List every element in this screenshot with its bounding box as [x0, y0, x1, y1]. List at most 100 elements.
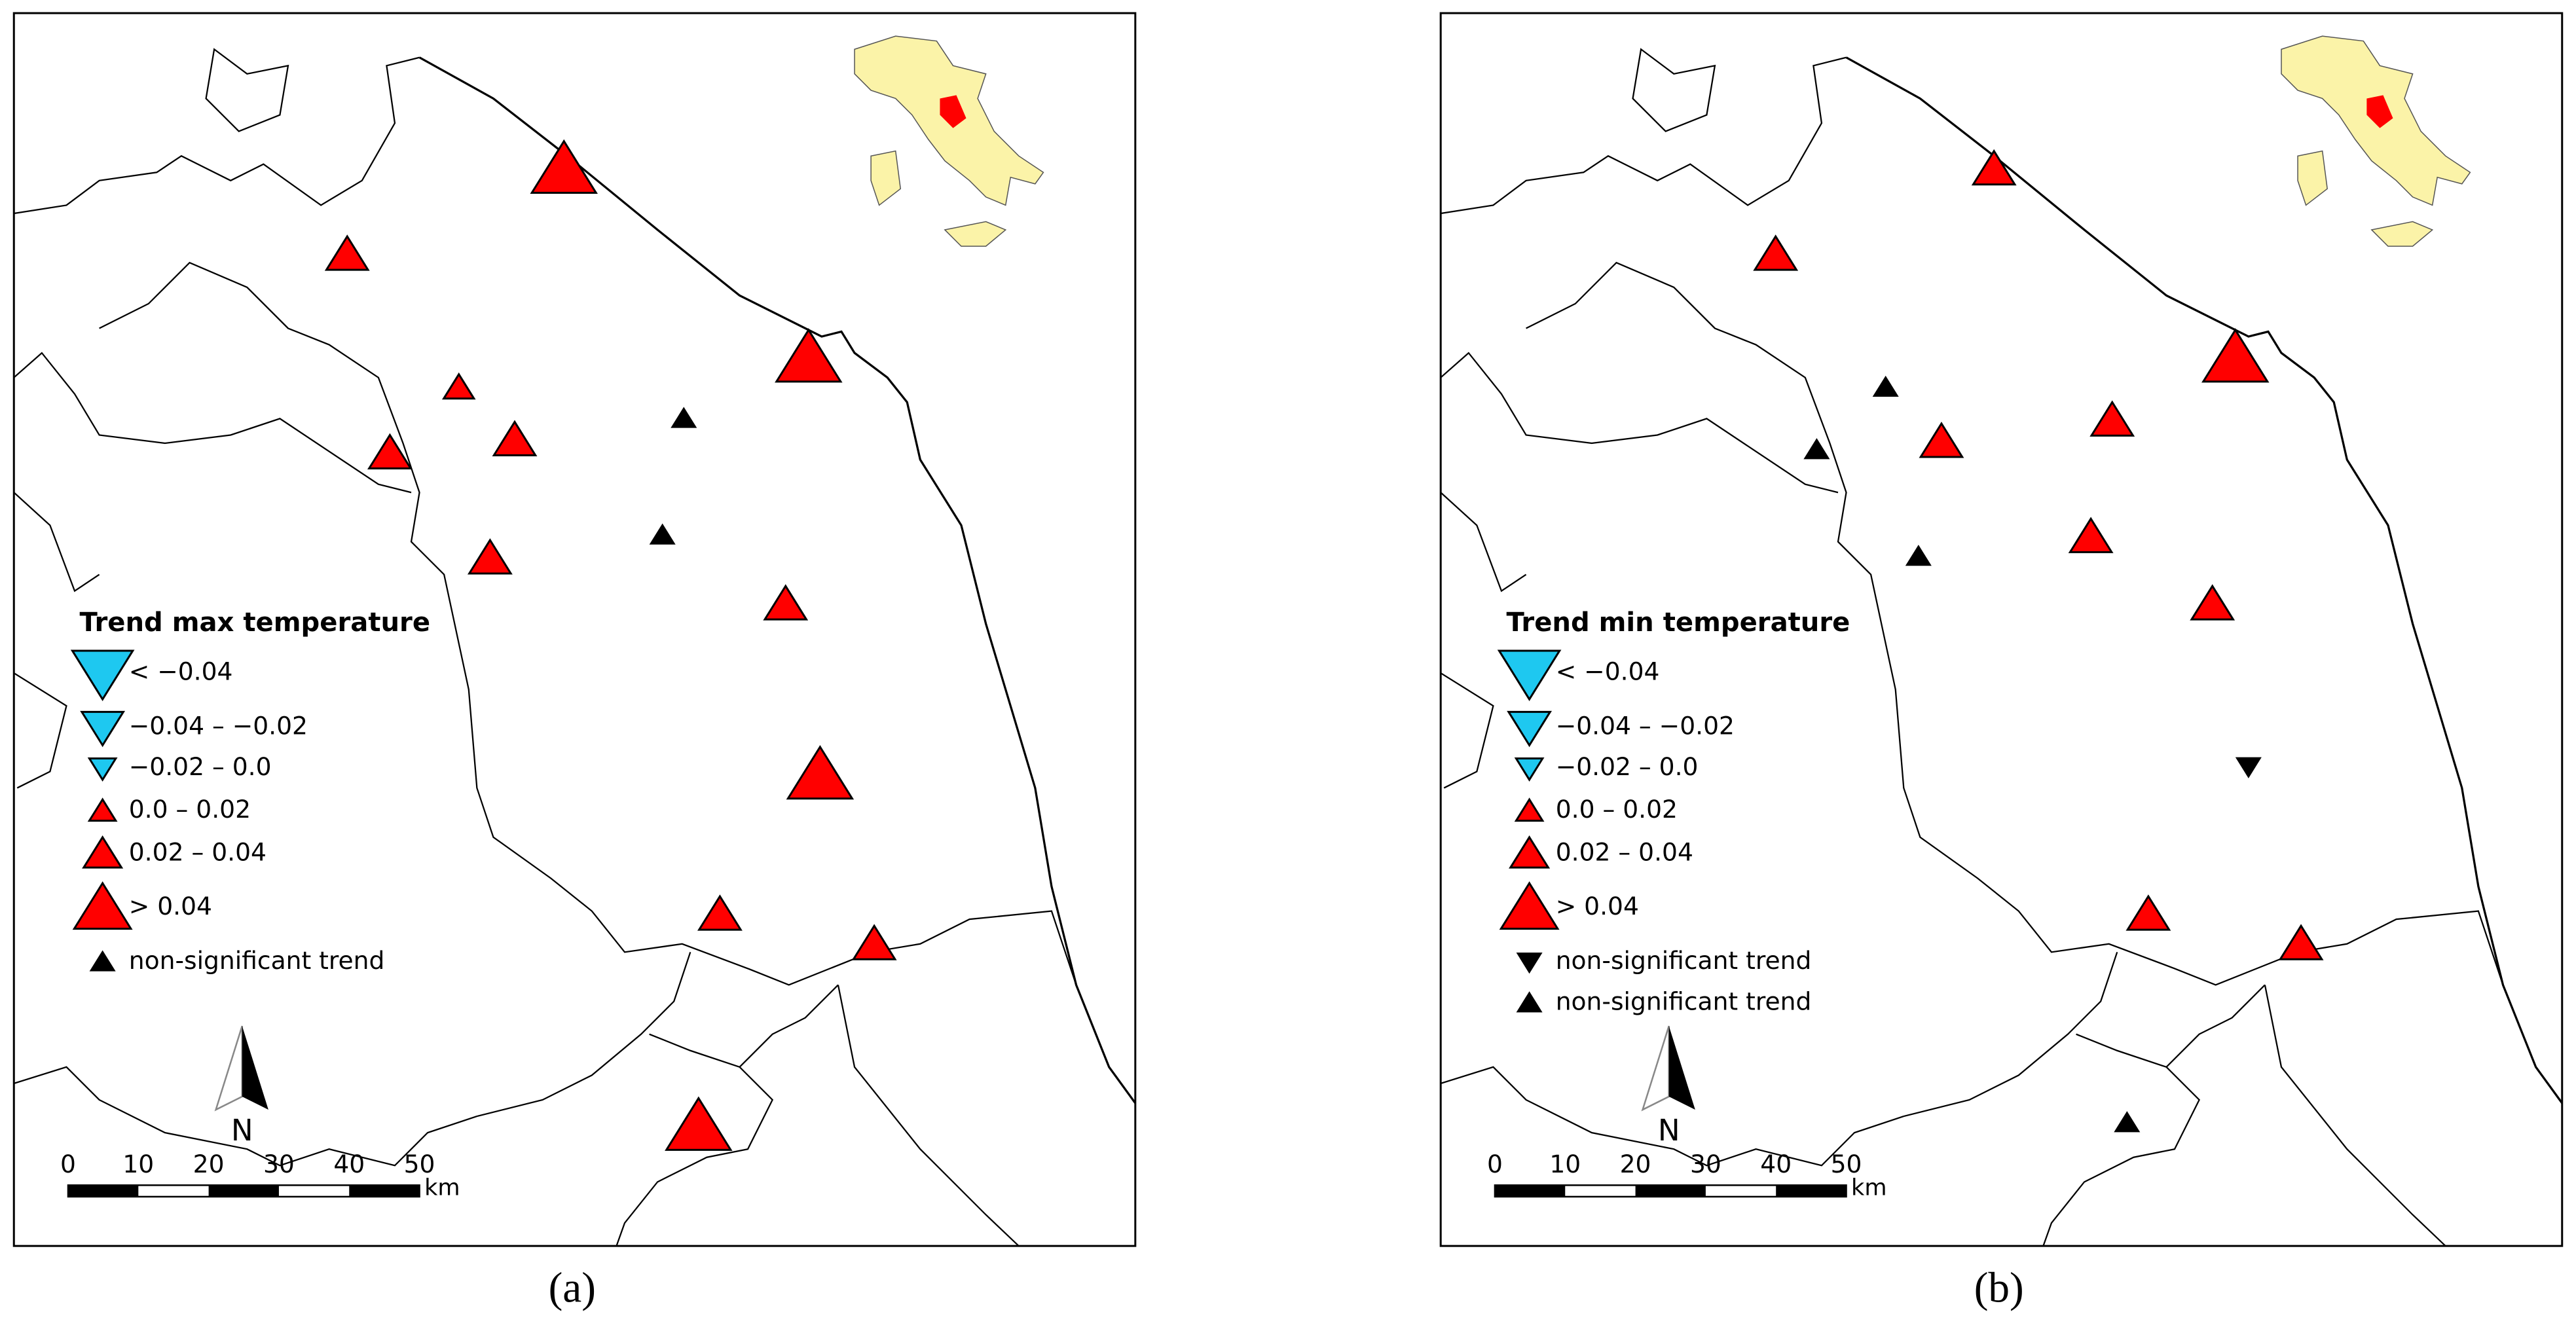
italy-inset: [2281, 35, 2471, 247]
map-panel: Trend max temperature < −0.04 −0.04 – −0.0…: [12, 12, 1137, 1311]
legend-label: non-significant trend: [129, 946, 385, 975]
region-border: [477, 951, 691, 1118]
italy-inset: [854, 35, 1044, 247]
region-border: [1441, 56, 1847, 215]
scale-tick-label: 0: [1487, 1150, 1503, 1178]
station-marker: [1753, 234, 1799, 271]
legend-label: 0.0 – 0.02: [1556, 795, 1678, 824]
legend-symbol: [1514, 797, 1545, 822]
station-marker: [2201, 328, 2270, 383]
station-marker: [441, 372, 476, 400]
legend-label: > 0.04: [129, 892, 212, 920]
station-marker: [2235, 757, 2262, 778]
region-border: [14, 672, 67, 789]
region-border: [1441, 492, 1527, 592]
region-border: [837, 985, 1020, 1247]
scale-bar-segment: [349, 1185, 420, 1197]
station-marker: [851, 924, 897, 960]
station-marker: [2190, 584, 2236, 621]
station-marker: [697, 894, 743, 931]
map-frame: [12, 12, 1137, 1247]
scale-tick-label: 20: [193, 1150, 225, 1178]
study-area-highlight: [2366, 95, 2393, 128]
panel-caption: (a): [549, 1264, 596, 1311]
scale-unit: km: [1851, 1174, 1887, 1201]
station-marker: [324, 234, 370, 271]
scale-tick-label: 40: [333, 1150, 365, 1178]
legend-label: non-significant trend: [1556, 987, 1812, 1016]
scale-bar-segment: [208, 1185, 279, 1197]
map-panel: Trend min temperature < −0.04 −0.04 – −0.0…: [1439, 12, 2564, 1311]
station-marker: [367, 433, 413, 469]
legend-label: non-significant trend: [1556, 946, 1812, 975]
scale-tick-label: 30: [1690, 1150, 1721, 1178]
station-marker: [775, 328, 843, 383]
legend-title: Trend max temperature: [80, 608, 431, 638]
scale-bar-segment: [1494, 1185, 1566, 1197]
legend-symbol: [1497, 649, 1562, 702]
scale-bar-segment: [1776, 1185, 1847, 1197]
region-border: [14, 352, 412, 494]
legend-symbol: [89, 950, 116, 972]
region-border: [14, 1066, 477, 1167]
station-marker: [786, 745, 855, 800]
legend-symbol: [72, 881, 133, 930]
station-marker: [530, 139, 598, 194]
legend-label: −0.04 – −0.02: [1556, 711, 1735, 740]
station-marker: [2068, 517, 2114, 553]
legend-symbol: [1516, 991, 1543, 1013]
north-arrow: [1668, 1026, 1695, 1110]
legend-symbol: [1499, 881, 1560, 930]
scale-tick-label: 40: [1760, 1150, 1792, 1178]
region-border: [1441, 1066, 1904, 1167]
legend-symbol: [1507, 710, 1553, 748]
legend-symbol: [82, 835, 124, 869]
station-marker: [1919, 422, 1964, 458]
region-border: [1441, 672, 1494, 789]
legend-title: Trend min temperature: [1506, 608, 1850, 638]
region-border: [1632, 48, 1716, 132]
station-marker: [1971, 149, 2017, 186]
station-marker: [492, 420, 538, 456]
legend-symbol: [1509, 835, 1551, 869]
scale-bar-segment: [1635, 1185, 1706, 1197]
region-border: [2042, 1033, 2200, 1247]
station-marker: [1803, 438, 1830, 460]
region-border: [14, 56, 420, 215]
region-border: [14, 492, 100, 592]
north-arrow: [242, 1026, 268, 1110]
region-border: [1904, 951, 2118, 1118]
panel-caption: (b): [1974, 1264, 2024, 1311]
scale-tick-label: 20: [1620, 1150, 1651, 1178]
scale-tick-label: 0: [60, 1150, 76, 1178]
legend-symbol: [1514, 757, 1545, 782]
station-marker: [1872, 375, 1899, 397]
station-marker: [671, 407, 697, 428]
legend-symbol: [1516, 953, 1543, 974]
scale-unit: km: [424, 1174, 460, 1201]
station-marker: [1905, 545, 1932, 566]
legend-label: −0.04 – −0.02: [129, 711, 308, 740]
legend-symbol: [87, 797, 118, 822]
station-marker: [2089, 400, 2135, 437]
legend-label: < −0.04: [1556, 657, 1660, 686]
station-marker: [467, 538, 513, 575]
coastline: [418, 56, 1135, 1104]
region-border: [616, 1033, 774, 1247]
north-label: N: [1658, 1113, 1680, 1148]
station-marker: [665, 1096, 733, 1151]
station-marker: [2125, 894, 2171, 931]
station-marker: [2278, 924, 2324, 960]
scale-tick-label: 10: [1549, 1150, 1581, 1178]
scale-tick-label: 50: [404, 1150, 435, 1178]
legend-label: −0.02 – 0.0: [129, 752, 272, 781]
coastline: [1845, 56, 2562, 1104]
station-marker: [2114, 1111, 2141, 1133]
legend-label: −0.02 – 0.0: [1556, 752, 1699, 781]
legend-label: 0.02 – 0.04: [129, 837, 267, 866]
scale-tick-label: 30: [263, 1150, 295, 1178]
region-border: [2264, 985, 2446, 1247]
legend-label: 0.0 – 0.02: [129, 795, 251, 824]
region-border: [739, 984, 839, 1068]
